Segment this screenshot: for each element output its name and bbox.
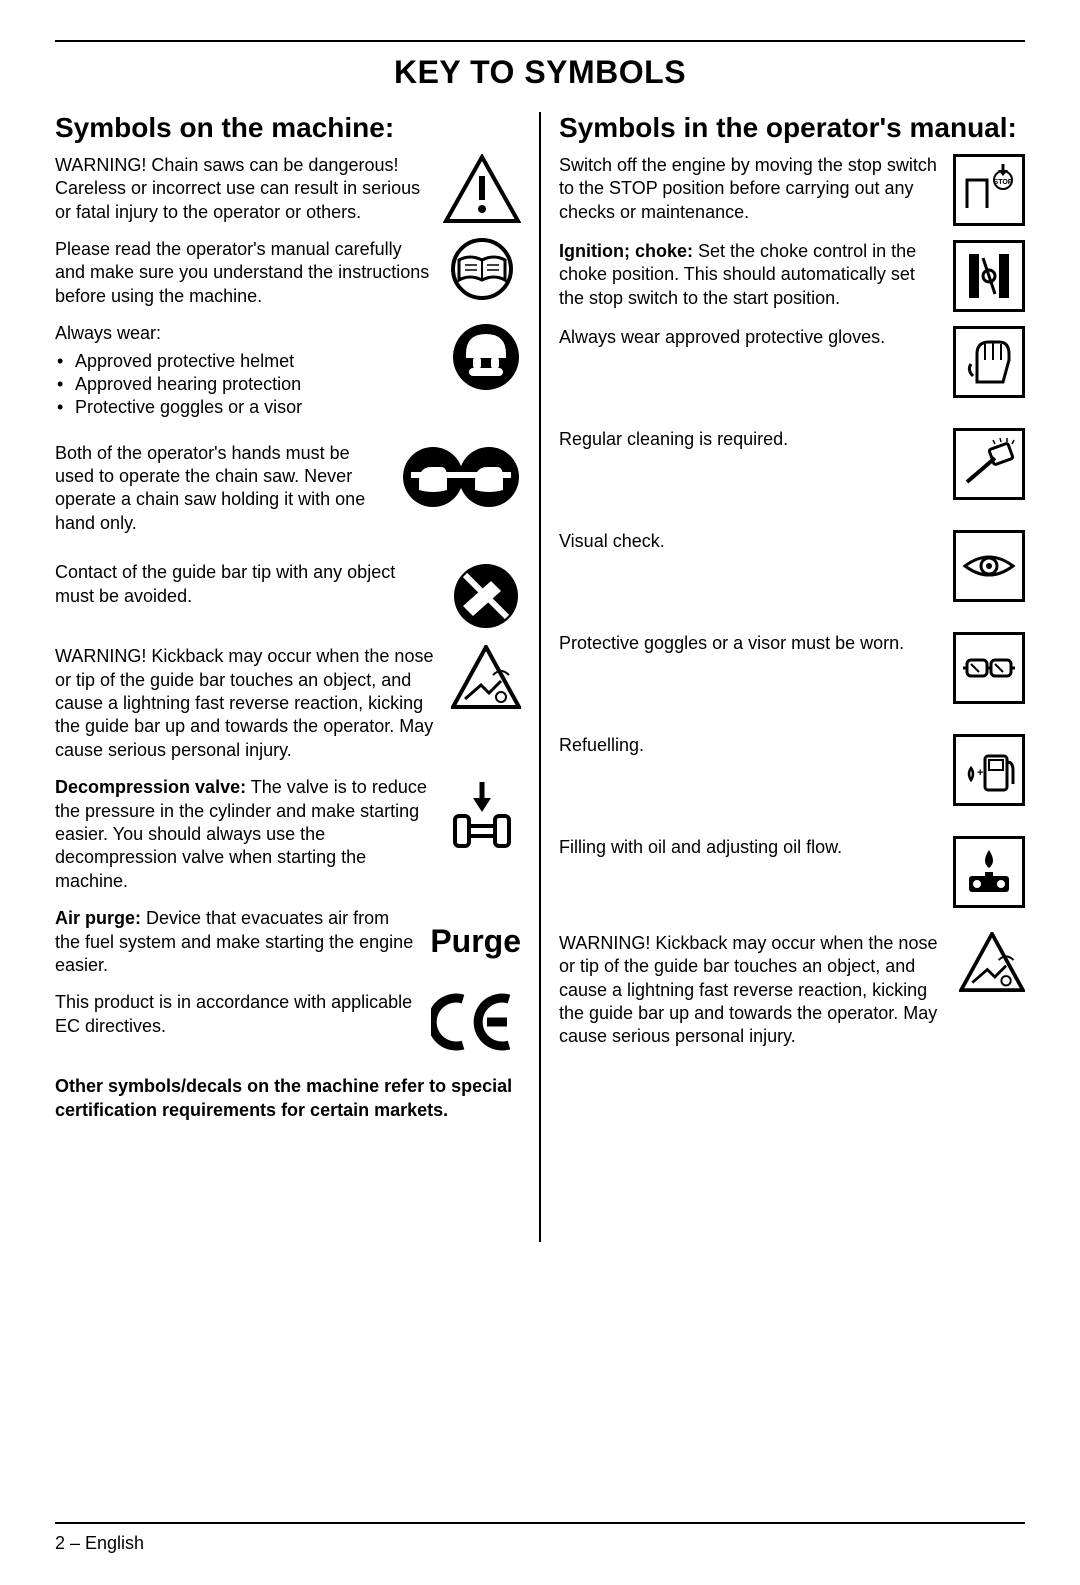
goggles-icon — [953, 632, 1025, 704]
row-fuel: Refuelling. + — [559, 734, 1025, 806]
kickback-warning-icon — [451, 645, 521, 709]
footer-rule — [55, 1522, 1025, 1524]
footer-text: 2 – English — [55, 1532, 1025, 1555]
ce-mark-icon — [431, 991, 521, 1053]
text-tipcontact: Contact of the guide bar tip with any ob… — [55, 561, 439, 608]
row-purge: Air purge: Device that evacuates air fro… — [55, 907, 521, 977]
left-footnote: Other symbols/decals on the machine refe… — [55, 1075, 521, 1122]
decomp-lead: Decompression valve: — [55, 777, 246, 797]
purge-text-icon: Purge — [430, 921, 521, 963]
svg-text:+: + — [977, 767, 983, 779]
right-column: Symbols in the operator's manual: Switch… — [541, 112, 1025, 1242]
row-ppe: Always wear: Approved protective helmet … — [55, 322, 521, 428]
text-warning: WARNING! Chain saws can be dangerous! Ca… — [55, 154, 431, 224]
text-visual: Visual check. — [559, 530, 941, 553]
no-tip-contact-icon — [451, 561, 521, 631]
row-choke: Ignition; choke: Set the choke control i… — [559, 240, 1025, 312]
row-twohands: Both of the operator's hands must be use… — [55, 442, 521, 536]
top-rule — [55, 40, 1025, 42]
row-kickback2: WARNING! Kickback may occur when the nos… — [559, 932, 1025, 1049]
left-heading: Symbols on the machine: — [55, 112, 521, 144]
text-twohands: Both of the operator's hands must be use… — [55, 442, 389, 536]
row-stop: Switch off the engine by moving the stop… — [559, 154, 1025, 226]
text-fuel: Refuelling. — [559, 734, 941, 757]
ppe-bullet-2: Protective goggles or a visor — [75, 396, 439, 419]
warning-triangle-icon — [443, 154, 521, 224]
page-footer: 2 – English — [55, 1522, 1025, 1555]
text-kickback2: WARNING! Kickback may occur when the nos… — [559, 932, 947, 1049]
text-goggles: Protective goggles or a visor must be wo… — [559, 632, 941, 655]
right-heading: Symbols in the operator's manual: — [559, 112, 1025, 144]
text-ppe: Always wear: Approved protective helmet … — [55, 322, 439, 428]
row-gloves: Always wear approved protective gloves. — [559, 326, 1025, 398]
text-purge: Air purge: Device that evacuates air fro… — [55, 907, 418, 977]
columns: Symbols on the machine: WARNING! Chain s… — [55, 112, 1025, 1242]
ppe-bullet-0: Approved protective helmet — [75, 350, 439, 373]
page-title: KEY TO SYMBOLS — [55, 52, 1025, 94]
two-hands-icon — [401, 442, 521, 512]
text-gloves: Always wear approved protective gloves. — [559, 326, 941, 349]
ppe-bullet-1: Approved hearing protection — [75, 373, 439, 396]
purge-lead: Air purge: — [55, 908, 141, 928]
row-goggles: Protective goggles or a visor must be wo… — [559, 632, 1025, 704]
brush-icon — [953, 428, 1025, 500]
row-cleaning: Regular cleaning is required. — [559, 428, 1025, 500]
row-decomp: Decompression valve: The valve is to red… — [55, 776, 521, 893]
ppe-lead: Always wear: — [55, 322, 439, 345]
eye-icon — [953, 530, 1025, 602]
stop-switch-icon: STOP — [953, 154, 1025, 226]
text-kickback: WARNING! Kickback may occur when the nos… — [55, 645, 439, 762]
kickback-warning-small-icon — [959, 932, 1025, 992]
manual-book-icon — [443, 238, 521, 300]
text-choke: Ignition; choke: Set the choke control i… — [559, 240, 941, 310]
decompression-icon — [443, 776, 521, 854]
svg-text:STOP: STOP — [994, 179, 1013, 186]
gloves-icon — [953, 326, 1025, 398]
text-stop: Switch off the engine by moving the stop… — [559, 154, 941, 224]
row-ce: This product is in accordance with appli… — [55, 991, 521, 1053]
left-column: Symbols on the machine: WARNING! Chain s… — [55, 112, 539, 1242]
row-tipcontact: Contact of the guide bar tip with any ob… — [55, 561, 521, 631]
text-ce: This product is in accordance with appli… — [55, 991, 419, 1038]
oil-icon — [953, 836, 1025, 908]
text-manual: Please read the operator's manual carefu… — [55, 238, 431, 308]
ppe-bullets: Approved protective helmet Approved hear… — [55, 350, 439, 420]
choke-icon — [953, 240, 1025, 312]
row-kickback: WARNING! Kickback may occur when the nos… — [55, 645, 521, 762]
ppe-head-icon — [451, 322, 521, 392]
text-oil: Filling with oil and adjusting oil flow. — [559, 836, 941, 859]
row-warning: WARNING! Chain saws can be dangerous! Ca… — [55, 154, 521, 224]
row-visual: Visual check. — [559, 530, 1025, 602]
fuel-icon: + — [953, 734, 1025, 806]
text-decomp: Decompression valve: The valve is to red… — [55, 776, 431, 893]
row-manual: Please read the operator's manual carefu… — [55, 238, 521, 308]
text-cleaning: Regular cleaning is required. — [559, 428, 941, 451]
choke-lead: Ignition; choke: — [559, 241, 693, 261]
row-oil: Filling with oil and adjusting oil flow. — [559, 836, 1025, 908]
